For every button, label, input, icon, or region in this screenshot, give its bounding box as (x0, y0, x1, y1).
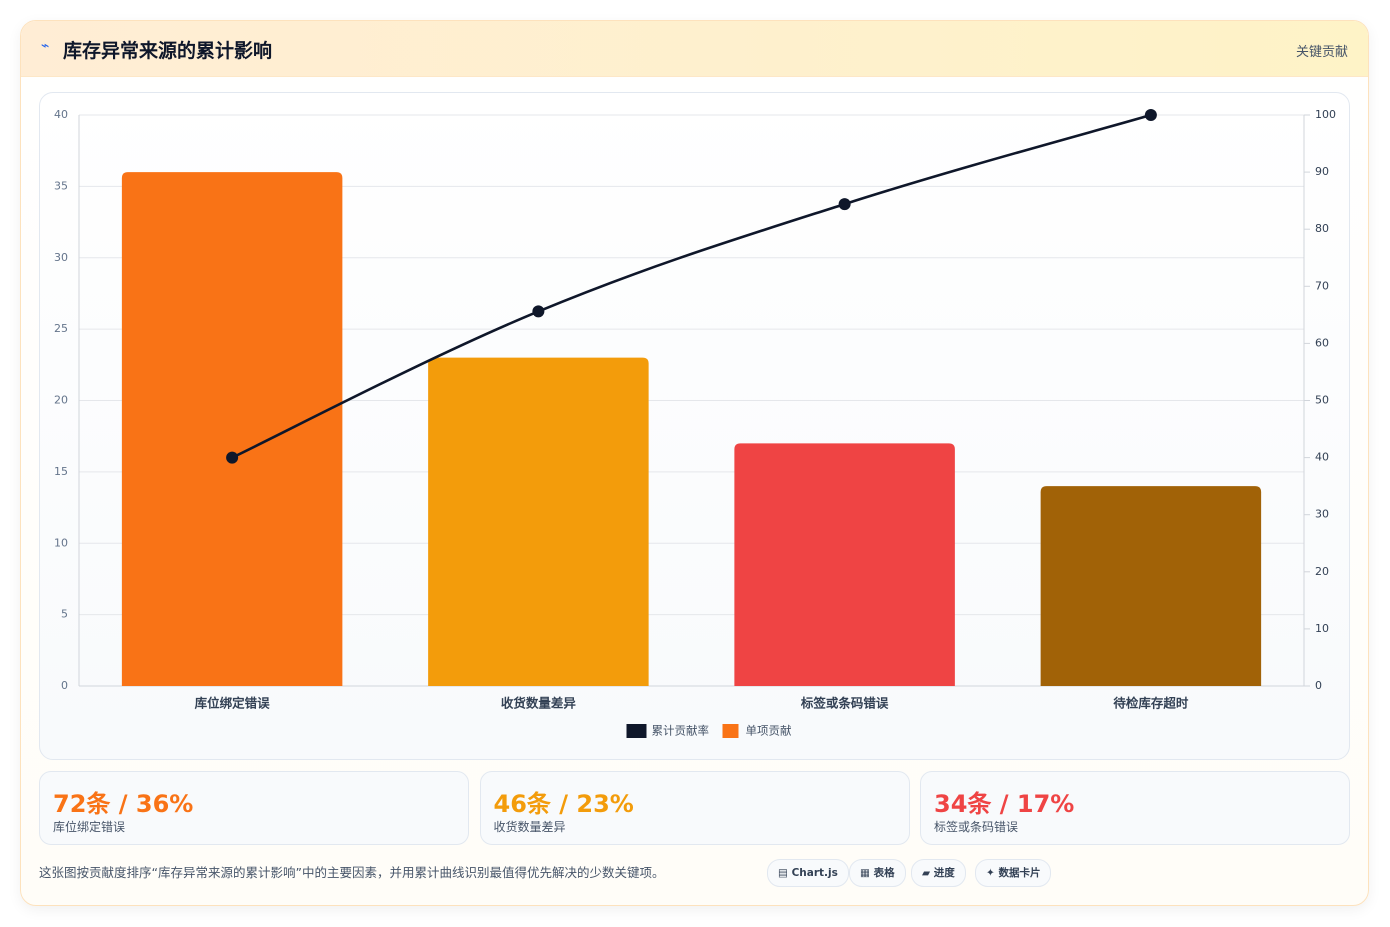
line (231, 113, 1152, 459)
y-tick-label: 40 (54, 108, 68, 121)
y-tick-label: 5 (61, 608, 68, 621)
bar (734, 443, 955, 686)
y2-tick-label: 30 (1315, 508, 1329, 521)
bar (1040, 486, 1262, 686)
footer-note: 这张图按贡献度排序“库存异常来源的累计影响”中的主要因素，并用累计曲线识别最值得… (39, 865, 665, 880)
y2-tick-label: 50 (1315, 394, 1329, 407)
chip[interactable]: ▦ 表格 (849, 859, 906, 887)
kpi-label: 标签或条码错误 (934, 820, 1019, 834)
y2-tick-label: 60 (1315, 336, 1329, 349)
x-tick-label: 待检库存超时 (1113, 696, 1189, 711)
y2-tick-label: 90 (1315, 165, 1329, 178)
y-tick-label: 30 (54, 251, 68, 264)
line-point (838, 198, 851, 211)
y2-tick-label: 10 (1315, 622, 1329, 635)
card-title: 库存异常来源的累计影响 (63, 40, 273, 62)
chip[interactable]: ▤ Chart.js (767, 859, 849, 887)
y-tick-label: 25 (54, 322, 68, 335)
y2-tick-label: 0 (1315, 679, 1322, 692)
x-tick-label: 库位绑定错误 (195, 696, 271, 711)
kpi-value: 34条 / 17% (934, 790, 1075, 818)
kpi-label: 库位绑定错误 (53, 820, 126, 834)
kpi-card: 34条 / 17% 标签或条码错误 (920, 771, 1350, 845)
y2-tick-label: 80 (1315, 222, 1329, 235)
legend-label: 累计贡献率 (652, 724, 710, 738)
y2-tick-label: 100 (1315, 108, 1336, 121)
header-badge: 关键贡献 (1295, 45, 1348, 60)
y2-tick-label: 70 (1315, 279, 1329, 292)
kpi-value: 72条 / 36% (53, 790, 194, 818)
chip[interactable]: ▰ 进度 (911, 859, 966, 887)
kpi-card: 46条 / 23% 收货数量差异 (479, 771, 910, 845)
x-tick-label: 收货数量差异 (501, 696, 577, 711)
card-header: ⌁ 库存异常来源的累计影响 关键贡献 (21, 21, 1368, 77)
y2-tick-label: 40 (1315, 451, 1329, 464)
bar (121, 172, 343, 687)
x-tick-label: 标签或条码错误 (800, 696, 889, 711)
legend-swatch (626, 724, 647, 738)
kpi-label: 收货数量差异 (493, 820, 566, 834)
line-point (226, 451, 239, 464)
line-point (1144, 109, 1157, 121)
y-tick-label: 20 (54, 394, 68, 407)
card: ⌁ 库存异常来源的累计影响 关键贡献 72条 / 36% 库位绑定错误 46条 / … (20, 20, 1369, 906)
kpi-card: 72条 / 36% 库位绑定错误 (39, 771, 469, 845)
y-tick-label: 10 (54, 536, 68, 549)
chip[interactable]: ✦ 数据卡片 (975, 859, 1052, 887)
header-icon: ⌁ (41, 38, 50, 54)
legend-swatch (722, 724, 739, 738)
y-tick-label: 35 (54, 179, 68, 192)
line-point (532, 305, 545, 318)
legend-label: 单项贡献 (746, 724, 792, 738)
kpi-value: 46条 / 23% (493, 790, 634, 818)
y-tick-label: 15 (54, 465, 68, 478)
bar (428, 357, 649, 686)
y-tick-label: 0 (61, 679, 68, 692)
y2-tick-label: 20 (1315, 565, 1329, 578)
